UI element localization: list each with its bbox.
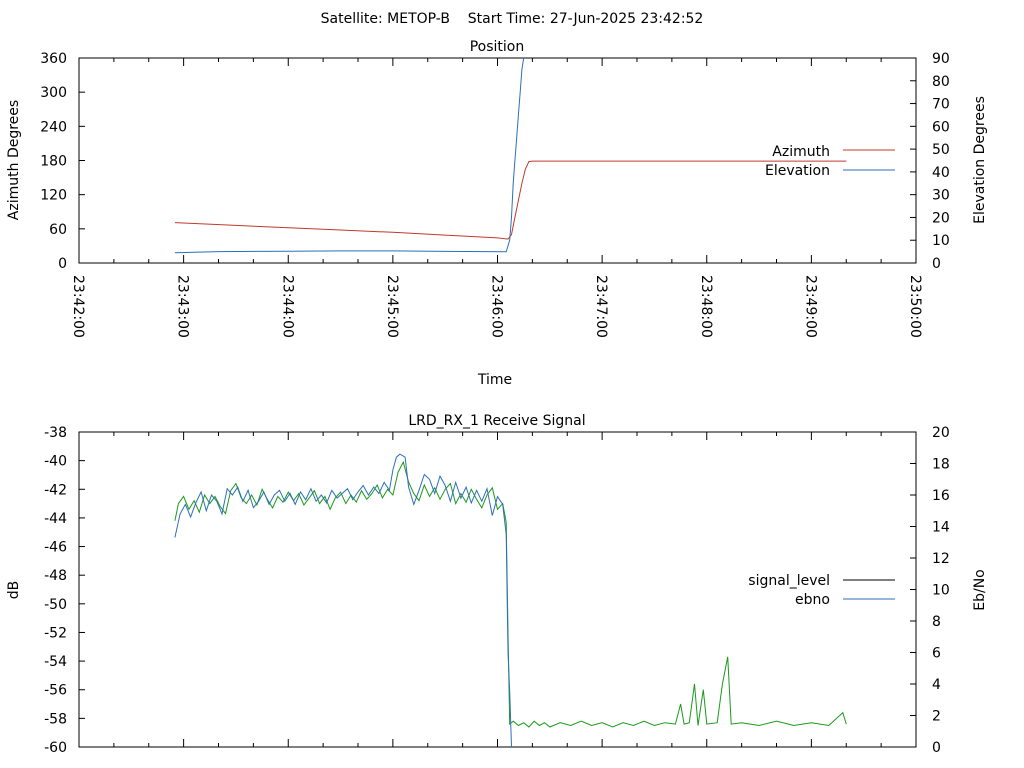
position-plot-frame xyxy=(78,57,917,264)
position-legend: Azimuth Elevation xyxy=(765,144,895,179)
y2-tick-label: 12 xyxy=(932,551,950,567)
receive-signal-ebno-axis: 0 2 4 6 8 10 12 14 16 18 20 xyxy=(910,425,950,756)
series-line-elevation xyxy=(174,57,525,254)
y2-tick-label: 2 xyxy=(932,709,941,725)
y2-tick-label: 50 xyxy=(932,142,950,158)
y2-tick-label: 18 xyxy=(932,457,950,473)
position-time-axis: 23:42:00 23:43:00 23:44:00 23:45:00 23:46:00… xyxy=(70,58,923,338)
x-tick-label: 23:47:00 xyxy=(593,275,609,338)
series-line-ebno xyxy=(174,453,512,748)
y-tick-label: -48 xyxy=(44,568,67,584)
series-line-azimuth xyxy=(174,160,847,240)
receive-signal-chart: LRD_RX_1 Receive Signal -60-58-56-54-52-… xyxy=(6,413,988,756)
x-tick-label: 23:49:00 xyxy=(802,275,818,338)
y2-tick-label: 90 xyxy=(932,51,950,67)
y2-tick-label: 20 xyxy=(932,210,950,226)
y-tick-label: -54 xyxy=(44,654,67,670)
y-tick-label: -46 xyxy=(44,540,67,556)
x-tick-label: 23:44:00 xyxy=(279,275,295,338)
series-line-signal-level xyxy=(174,460,847,728)
legend-label-azimuth: Azimuth xyxy=(772,144,830,160)
y-tick-label: -40 xyxy=(44,454,67,470)
legend-label-ebno: ebno xyxy=(795,592,830,608)
y-tick-label: 180 xyxy=(40,154,67,170)
y-tick-label: -56 xyxy=(44,683,67,699)
legend-label-elevation: Elevation xyxy=(765,163,830,179)
y-tick-label: 240 xyxy=(40,119,67,135)
x-tick-label: 23:50:00 xyxy=(907,275,923,338)
y2-tick-label: 8 xyxy=(932,614,941,630)
position-chart-title: Position xyxy=(470,39,525,55)
page-title: Satellite: METOP-B Start Time: 27-Jun-20… xyxy=(321,11,704,27)
receive-signal-y-axis-label: dB xyxy=(6,581,22,600)
position-azimuth-axis: 0 60 120 180 240 300 360 xyxy=(40,51,85,272)
y-tick-label: -42 xyxy=(44,482,67,498)
position-series xyxy=(174,57,847,254)
x-tick-label: 23:46:00 xyxy=(489,275,505,338)
x-tick-label: 23:43:00 xyxy=(175,275,191,338)
y-tick-label: 120 xyxy=(40,188,67,204)
position-y-axis-label: Azimuth Degrees xyxy=(6,100,22,220)
receive-signal-db-axis: -60 -58 -56 -54 -52 -50 -48 -46 -44 -42 -40 -38 xyxy=(44,425,85,756)
y-tick-label: -38 xyxy=(44,425,67,441)
y2-tick-label: 6 xyxy=(932,646,941,662)
y2-tick-label: 0 xyxy=(932,740,941,756)
y2-tick-label: 0 xyxy=(932,256,941,272)
y2-tick-label: 70 xyxy=(932,97,950,113)
receive-signal-series xyxy=(174,453,847,748)
position-chart: Position 0 60 120 180 240 300 360 0 10 20 30 40 50 6… xyxy=(6,39,988,388)
y-tick-label: -50 xyxy=(44,597,67,613)
y2-tick-label: 10 xyxy=(932,583,950,599)
y2-tick-label: 30 xyxy=(932,188,950,204)
y-tick-label: -52 xyxy=(44,625,67,641)
y2-tick-label: 10 xyxy=(932,233,950,249)
y-tick-label: 300 xyxy=(40,85,67,101)
y2-tick-label: 16 xyxy=(932,488,950,504)
y-tick-label: 0 xyxy=(58,256,67,272)
receive-signal-y2-axis-label: Eb/No xyxy=(972,569,988,611)
y2-tick-label: 40 xyxy=(932,165,950,181)
receive-signal-time-axis xyxy=(78,432,917,747)
y2-tick-label: 20 xyxy=(932,425,950,441)
position-x-axis-label: Time xyxy=(477,372,512,388)
y-tick-label: -60 xyxy=(44,740,67,756)
y2-tick-label: 14 xyxy=(932,520,950,536)
y-tick-label: -44 xyxy=(44,511,67,527)
y-tick-label: 360 xyxy=(40,51,67,67)
y-tick-label: -58 xyxy=(44,711,67,727)
y2-tick-label: 4 xyxy=(932,677,941,693)
legend-label-signal-level: signal_level xyxy=(748,573,830,589)
position-elevation-axis: 0 10 20 30 40 50 60 70 80 90 xyxy=(910,51,950,272)
y2-tick-label: 60 xyxy=(932,119,950,135)
x-tick-label: 23:48:00 xyxy=(698,275,714,338)
receive-signal-plot-frame xyxy=(78,431,917,748)
position-y2-axis-label: Elevation Degrees xyxy=(972,96,988,224)
x-tick-label: 23:45:00 xyxy=(384,275,400,338)
y2-tick-label: 80 xyxy=(932,74,950,90)
receive-signal-chart-title: LRD_RX_1 Receive Signal xyxy=(408,413,585,429)
y-tick-label: 60 xyxy=(49,222,67,238)
x-tick-label: 23:42:00 xyxy=(70,275,86,338)
receive-signal-legend: signal_level ebno xyxy=(748,573,895,608)
